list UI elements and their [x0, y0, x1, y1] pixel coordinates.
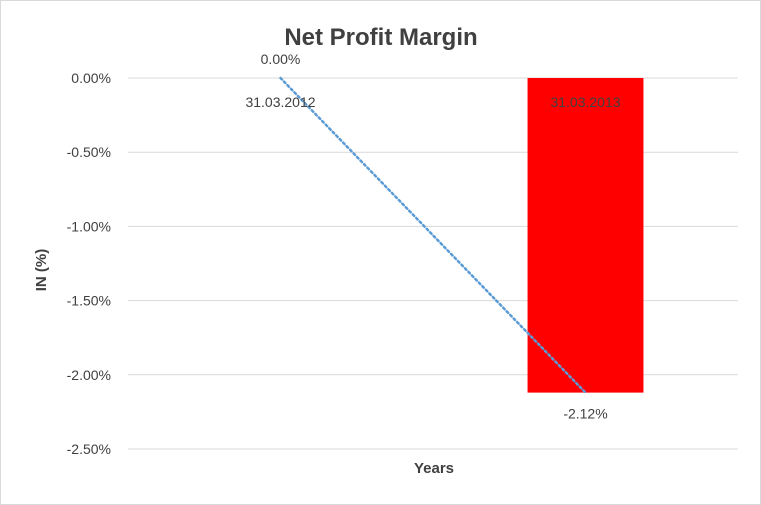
y-axis-ticks: 0.00% -0.50% -1.00% -1.50% -2.00% -2.50%: [67, 70, 111, 457]
y-axis-label: IN (%): [33, 249, 50, 292]
bars: [527, 78, 644, 393]
data-labels: 31.03.2012 31.03.2013 0.00% -2.12%: [245, 51, 620, 422]
y-tick-label: -1.50%: [67, 293, 111, 309]
value-label: 0.00%: [261, 51, 301, 67]
trendline-line: [279, 76, 587, 394]
chart-title: Net Profit Margin: [284, 24, 477, 51]
y-tick-label: -0.50%: [67, 144, 111, 160]
category-label: 31.03.2013: [550, 94, 620, 110]
x-axis-label: Years: [414, 460, 454, 477]
y-tick-label: -2.50%: [67, 441, 111, 457]
y-tick-label: -1.00%: [67, 218, 111, 234]
bar-31.03.2013: [527, 78, 644, 393]
trendline: [279, 76, 587, 394]
value-label: -2.12%: [563, 406, 607, 422]
y-tick-label: -2.00%: [67, 367, 111, 383]
gridlines: [128, 77, 738, 450]
y-tick-label: 0.00%: [71, 70, 111, 86]
category-label: 31.03.2012: [245, 94, 315, 110]
